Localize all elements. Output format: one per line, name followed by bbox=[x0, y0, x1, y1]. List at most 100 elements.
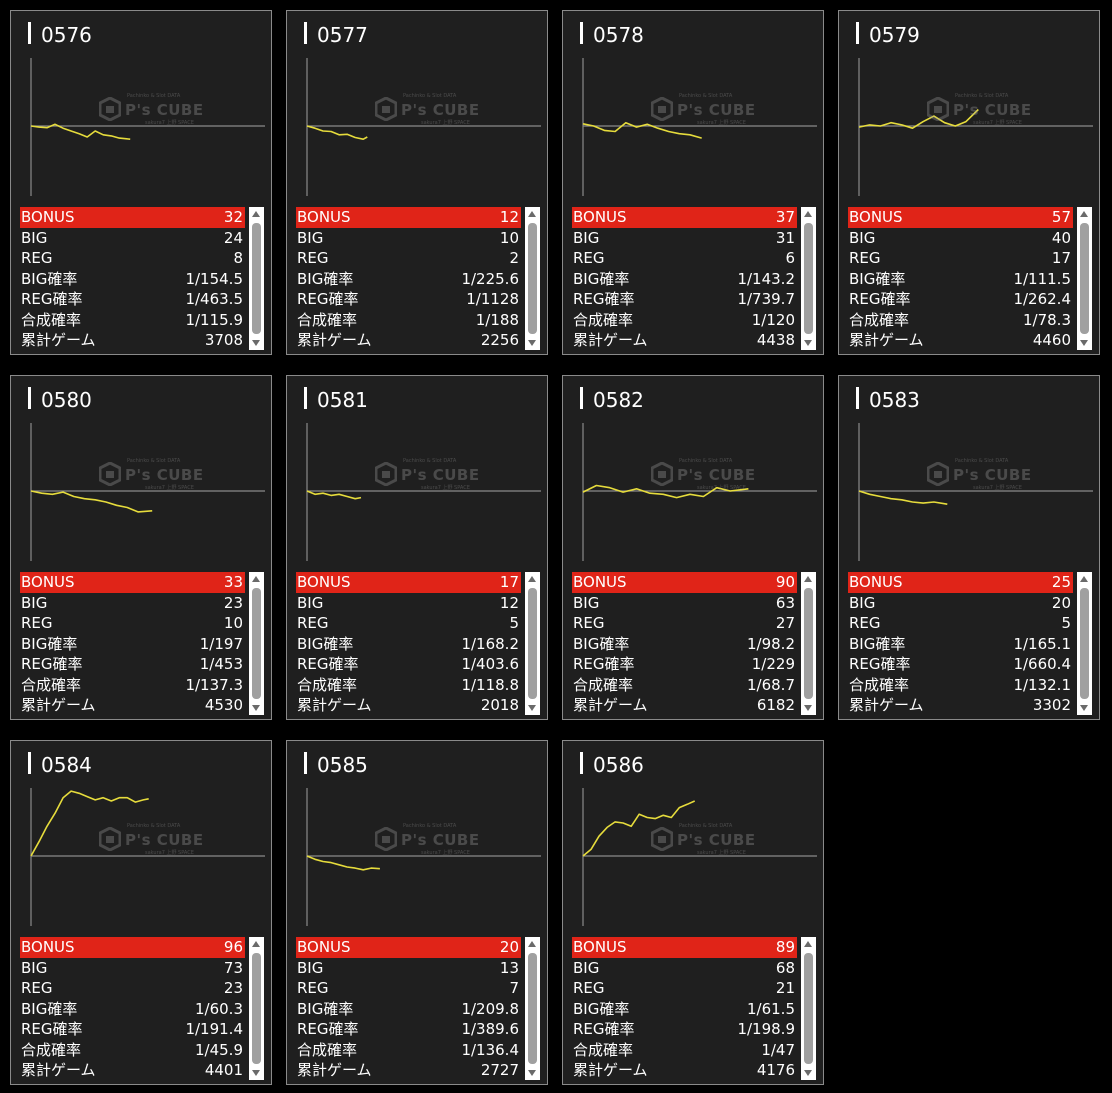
big-rate-label: BIG確率 bbox=[849, 634, 906, 653]
scroll-thumb[interactable] bbox=[252, 223, 261, 334]
machine-card-0586[interactable]: 0586 Pachinko & Slot DATA P's CUBE sakur… bbox=[562, 740, 824, 1085]
scroll-thumb[interactable] bbox=[1080, 223, 1089, 334]
scroll-up-icon[interactable] bbox=[1080, 211, 1088, 217]
machine-card-0578[interactable]: 0578 Pachinko & Slot DATA P's CUBE sakur… bbox=[562, 10, 824, 355]
machine-card-0585[interactable]: 0585 Pachinko & Slot DATA P's CUBE sakur… bbox=[286, 740, 548, 1085]
big-row: BIG 63 bbox=[572, 593, 797, 614]
combined-rate-label: 合成確率 bbox=[21, 310, 82, 329]
big-label: BIG bbox=[297, 228, 324, 247]
reg-label: REG bbox=[21, 979, 53, 997]
reg-rate-row: REG確率 1/389.6 bbox=[296, 1019, 521, 1040]
big-row: BIG 12 bbox=[296, 593, 521, 614]
scroll-down-icon[interactable] bbox=[528, 340, 536, 346]
total-games-value: 2256 bbox=[480, 331, 519, 349]
stats-scrollbar[interactable] bbox=[525, 572, 540, 715]
stats-scrollbar[interactable] bbox=[249, 937, 264, 1080]
big-rate-row: BIG確率 1/60.3 bbox=[20, 999, 245, 1020]
big-rate-row: BIG確率 1/154.5 bbox=[20, 269, 245, 290]
scroll-thumb[interactable] bbox=[804, 953, 813, 1064]
machine-card-0581[interactable]: 0581 Pachinko & Slot DATA P's CUBE sakur… bbox=[286, 375, 548, 720]
machine-card-0577[interactable]: 0577 Pachinko & Slot DATA P's CUBE sakur… bbox=[286, 10, 548, 355]
scroll-down-icon[interactable] bbox=[252, 340, 260, 346]
scroll-up-icon[interactable] bbox=[528, 211, 536, 217]
reg-value: 8 bbox=[233, 249, 243, 267]
bonus-row: BONUS 25 bbox=[848, 572, 1073, 593]
big-rate-label: BIG確率 bbox=[297, 269, 354, 288]
stats-scrollbar[interactable] bbox=[249, 572, 264, 715]
machine-card-0576[interactable]: 0576 Pachinko & Slot DATA P's CUBE sakur… bbox=[10, 10, 272, 355]
reg-rate-label: REG確率 bbox=[849, 655, 911, 673]
combined-rate-row: 合成確率 1/118.8 bbox=[296, 675, 521, 696]
scroll-down-icon[interactable] bbox=[804, 340, 812, 346]
scroll-thumb[interactable] bbox=[528, 223, 537, 334]
reg-row: REG 5 bbox=[848, 613, 1073, 634]
scroll-thumb[interactable] bbox=[528, 588, 537, 699]
scroll-up-icon[interactable] bbox=[1080, 576, 1088, 582]
payout-series-line bbox=[30, 123, 131, 140]
total-games-row: 累計ゲーム 3302 bbox=[848, 695, 1073, 716]
stats-table: BONUS 37 BIG 31 REG 6 BIG確率 1/143.2 REG確率 1/7… bbox=[572, 207, 797, 351]
scroll-up-icon[interactable] bbox=[528, 941, 536, 947]
combined-rate-row: 合成確率 1/45.9 bbox=[20, 1040, 245, 1061]
bonus-row: BONUS 37 bbox=[572, 207, 797, 228]
scroll-down-icon[interactable] bbox=[804, 705, 812, 711]
stats-scrollbar[interactable] bbox=[1077, 572, 1092, 715]
stats-scrollbar[interactable] bbox=[525, 937, 540, 1080]
total-games-row: 累計ゲーム 4530 bbox=[20, 695, 245, 716]
payout-series-line bbox=[30, 490, 153, 513]
scroll-thumb[interactable] bbox=[252, 953, 261, 1064]
big-rate-value: 1/111.5 bbox=[1013, 269, 1071, 288]
scroll-thumb[interactable] bbox=[252, 588, 261, 699]
scroll-up-icon[interactable] bbox=[252, 576, 260, 582]
scroll-thumb[interactable] bbox=[804, 588, 813, 699]
stats-scrollbar[interactable] bbox=[801, 937, 816, 1080]
combined-rate-row: 合成確率 1/68.7 bbox=[572, 675, 797, 696]
scroll-up-icon[interactable] bbox=[804, 941, 812, 947]
reg-label: REG bbox=[573, 249, 605, 267]
scroll-thumb[interactable] bbox=[528, 953, 537, 1064]
machine-card-0579[interactable]: 0579 Pachinko & Slot DATA P's CUBE sakur… bbox=[838, 10, 1100, 355]
scroll-down-icon[interactable] bbox=[528, 705, 536, 711]
machine-number: 0576 bbox=[41, 23, 92, 47]
machine-card-0583[interactable]: 0583 Pachinko & Slot DATA P's CUBE sakur… bbox=[838, 375, 1100, 720]
scroll-down-icon[interactable] bbox=[252, 1070, 260, 1076]
big-rate-value: 1/143.2 bbox=[737, 269, 795, 288]
reg-rate-row: REG確率 1/453 bbox=[20, 654, 245, 675]
machine-number: 0578 bbox=[593, 23, 644, 47]
machine-card-0584[interactable]: 0584 Pachinko & Slot DATA P's CUBE sakur… bbox=[10, 740, 272, 1085]
big-rate-value: 1/209.8 bbox=[461, 999, 519, 1018]
scroll-thumb[interactable] bbox=[804, 223, 813, 334]
scroll-up-icon[interactable] bbox=[252, 941, 260, 947]
machine-card-0582[interactable]: 0582 Pachinko & Slot DATA P's CUBE sakur… bbox=[562, 375, 824, 720]
scroll-down-icon[interactable] bbox=[528, 1070, 536, 1076]
scroll-up-icon[interactable] bbox=[252, 211, 260, 217]
scroll-down-icon[interactable] bbox=[804, 1070, 812, 1076]
bonus-value: 37 bbox=[775, 208, 795, 226]
scroll-up-icon[interactable] bbox=[528, 576, 536, 582]
bonus-label: BONUS bbox=[21, 938, 75, 956]
reg-rate-label: REG確率 bbox=[573, 290, 635, 308]
stats-scrollbar[interactable] bbox=[1077, 207, 1092, 350]
stats-scrollbar[interactable] bbox=[801, 572, 816, 715]
total-games-label: 累計ゲーム bbox=[21, 1061, 96, 1079]
reg-rate-row: REG確率 1/198.9 bbox=[572, 1019, 797, 1040]
scroll-up-icon[interactable] bbox=[804, 576, 812, 582]
reg-row: REG 6 bbox=[572, 248, 797, 269]
scroll-down-icon[interactable] bbox=[1080, 340, 1088, 346]
stats-scrollbar[interactable] bbox=[525, 207, 540, 350]
scroll-down-icon[interactable] bbox=[1080, 705, 1088, 711]
combined-rate-row: 合成確率 1/136.4 bbox=[296, 1040, 521, 1061]
total-games-row: 累計ゲーム 4438 bbox=[572, 330, 797, 351]
machine-card-0580[interactable]: 0580 Pachinko & Slot DATA P's CUBE sakur… bbox=[10, 375, 272, 720]
stats-scrollbar[interactable] bbox=[249, 207, 264, 350]
total-games-value: 4460 bbox=[1032, 331, 1071, 349]
stats-table: BONUS 89 BIG 68 REG 21 BIG確率 1/61.5 REG確率 1/1… bbox=[572, 937, 797, 1081]
scroll-up-icon[interactable] bbox=[804, 211, 812, 217]
combined-rate-value: 1/115.9 bbox=[185, 310, 243, 329]
bonus-row: BONUS 17 bbox=[296, 572, 521, 593]
scroll-thumb[interactable] bbox=[1080, 588, 1089, 699]
bonus-value: 32 bbox=[223, 208, 243, 226]
scroll-down-icon[interactable] bbox=[252, 705, 260, 711]
stats-scrollbar[interactable] bbox=[801, 207, 816, 350]
bonus-value: 90 bbox=[775, 573, 795, 591]
